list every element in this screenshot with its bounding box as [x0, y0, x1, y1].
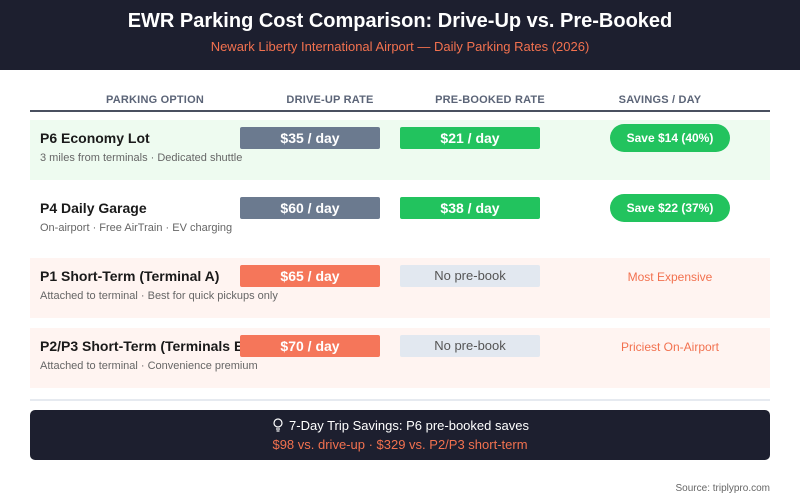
table-row: P6 Economy Lot 3 miles from terminals · D…	[30, 120, 770, 180]
table-row: P1 Short-Term (Terminal A) Attached to te…	[30, 258, 770, 318]
separator	[30, 399, 770, 401]
pre-booked-rate: $38 / day	[400, 197, 540, 219]
subtitle: Newark Liberty International Airport — D…	[210, 39, 590, 54]
column-header: DRIVE-UP RATE	[286, 94, 374, 106]
drive-up-rate: $65 / day	[240, 265, 380, 287]
column-header: SAVINGS / DAY	[618, 94, 702, 106]
savings: Save $14 (40%)	[610, 124, 730, 152]
pre-booked-rate: No pre-book	[400, 265, 540, 287]
savings: Save $22 (37%)	[610, 194, 730, 222]
column-header: PARKING OPTION	[106, 94, 204, 106]
column-header: PRE-BOOKED RATE	[435, 94, 545, 106]
table-row: P2/P3 Short-Term (Terminals B Attached to…	[30, 328, 770, 388]
drive-up-rate: $35 / day	[240, 127, 380, 149]
summary-detail: $98 vs. drive-up · $329 vs. P2/P3 short-…	[272, 437, 528, 452]
option-description: Attached to terminal · Convenience premi…	[40, 360, 258, 372]
option-name: P2/P3 Short-Term (Terminals B	[40, 338, 245, 354]
pre-booked-rate: No pre-book	[400, 335, 540, 357]
option-name: P1 Short-Term (Terminal A)	[40, 268, 220, 284]
pre-booked-rate: $21 / day	[400, 127, 540, 149]
header-rule	[30, 110, 770, 112]
summary-text: 7-Day Trip Savings: P6 pre-booked saves	[289, 418, 529, 433]
option-name: P4 Daily Garage	[40, 200, 147, 216]
table-row: P4 Daily Garage On-airport · Free AirTrai…	[30, 190, 770, 250]
header: EWR Parking Cost Comparison: Drive-Up vs…	[0, 0, 800, 70]
bulb-icon	[273, 418, 283, 432]
savings: Most Expensive	[627, 270, 713, 284]
option-description: On-airport · Free AirTrain · EV charging	[40, 222, 233, 234]
option-description: Attached to terminal · Best for quick pi…	[40, 290, 278, 302]
source: Source: triplypro.com	[675, 483, 770, 494]
summary-box: 7-Day Trip Savings: P6 pre-booked saves …	[30, 410, 770, 460]
savings: Priciest On-Airport	[620, 340, 720, 354]
title: EWR Parking Cost Comparison: Drive-Up vs…	[127, 10, 673, 32]
summary-headline: 7-Day Trip Savings: P6 pre-booked saves	[30, 418, 770, 433]
drive-up-rate: $60 / day	[240, 197, 380, 219]
option-name: P6 Economy Lot	[40, 130, 150, 146]
option-description: 3 miles from terminals · Dedicated shutt…	[40, 152, 243, 164]
drive-up-rate: $70 / day	[240, 335, 380, 357]
